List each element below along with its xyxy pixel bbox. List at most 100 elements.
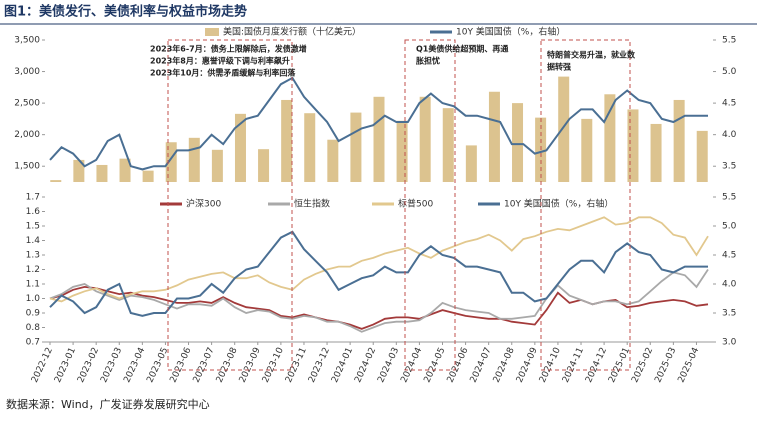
legend-label: 标普500 [398, 198, 433, 210]
bar [211, 149, 223, 182]
bar [396, 120, 408, 182]
y2-tick-label: 4.5 [722, 251, 736, 261]
y-tick-label: 0.7 [26, 338, 40, 348]
x-tick-label: 2025-01 [607, 346, 632, 384]
x-tick-label: 2023-06 [169, 346, 194, 385]
annotation: 特朗普交易升温，就业数 [547, 50, 636, 60]
bar [512, 103, 524, 182]
bar [673, 99, 685, 182]
bar [419, 96, 431, 182]
x-tick-label: 2023-10 [261, 346, 286, 385]
y-tick-label: 1.4 [26, 236, 41, 246]
bar [650, 123, 662, 182]
legend-label: 10Y 美国国债（%，右轴） [504, 198, 613, 210]
legend-label: 10Y 美国国债（%，右轴） [456, 26, 565, 38]
line [49, 216, 709, 303]
x-tick-label: 2024-06 [446, 346, 471, 385]
y-tick-label: 1.3 [26, 251, 40, 261]
x-tick-label: 2024-07 [469, 346, 494, 384]
bar [442, 108, 454, 182]
x-tick-label: 2024-12 [584, 346, 609, 384]
y-tick-label: 1.1 [26, 280, 40, 290]
bar [465, 145, 477, 182]
y-tick-label: 3,000 [14, 67, 40, 77]
x-tick-label: 2024-01 [330, 346, 355, 384]
y-tick-label: 1,500 [14, 162, 40, 172]
legend-label: 恒生指数 [294, 198, 330, 210]
y2-tick-label: 4.0 [722, 130, 737, 140]
line [49, 269, 709, 333]
y-tick-label: 1.7 [26, 193, 40, 203]
line [49, 230, 708, 317]
x-tick-label: 2024-05 [423, 346, 448, 384]
bar [581, 118, 593, 182]
x-tick-label: 2024-09 [515, 346, 540, 385]
bar [234, 113, 246, 182]
x-tick-label: 2024-03 [376, 346, 401, 384]
y2-tick-label: 5.5 [722, 193, 736, 203]
y-tick-label: 1.5 [26, 222, 40, 232]
highlight-box [404, 39, 456, 371]
x-tick-label: 2024-08 [492, 346, 517, 385]
y-tick-label: 1.2 [26, 265, 40, 275]
annotation: 2023年6-7月：债务上限解除后，发债激增 [150, 44, 307, 54]
line [49, 285, 709, 330]
y-tick-label: 2,000 [14, 130, 40, 140]
bar [50, 180, 62, 182]
x-tick-label: 2023-02 [76, 346, 101, 384]
y2-tick-label: 4.0 [722, 280, 737, 290]
legend-label: 美国:国债月度发行额（十亿美元） [223, 26, 361, 38]
y2-tick-label: 3.5 [722, 309, 736, 319]
annotation: 据转强 [547, 62, 571, 72]
x-tick-label: 2024-04 [399, 346, 424, 385]
y2-tick-label: 3.5 [722, 162, 736, 172]
annotation: 胀担忧 [416, 56, 440, 66]
y2-tick-label: 5.0 [722, 222, 737, 232]
x-tick-label: 2022-12 [30, 346, 55, 384]
x-tick-label: 2024-10 [538, 346, 563, 385]
plots: 1,500 2,000 2,500 3,000 3,500 3.5 4.0 4.5 5.0 5.5… [14, 26, 736, 385]
bar [165, 142, 177, 182]
bar [281, 99, 293, 182]
annotation: 2023年8月：惠誉评级下调与利率飙升 [150, 56, 290, 66]
y-tick-label: 1.6 [26, 207, 41, 217]
legend-label: 沪深300 [186, 198, 221, 210]
bar [696, 130, 708, 182]
x-tick-label: 2023-05 [145, 346, 170, 384]
y-tick-label: 0.9 [26, 309, 41, 319]
page-title: 图1：美债发行、美债利率与权益市场走势 [4, 4, 247, 20]
x-tick-label: 2024-11 [561, 346, 586, 384]
bar [327, 139, 339, 182]
x-tick-label: 2025-03 [653, 346, 678, 384]
y2-tick-label: 4.5 [722, 99, 736, 109]
x-tick-label: 2023-09 [238, 346, 263, 385]
bar [119, 158, 131, 182]
x-tick-label: 2023-03 [99, 346, 124, 384]
x-tick-label: 2023-07 [192, 346, 217, 384]
bar [258, 149, 270, 182]
legend-swatch [205, 28, 219, 36]
line [49, 76, 708, 171]
bar [488, 91, 500, 182]
y2-tick-label: 5.0 [722, 67, 737, 77]
x-tick-label: 2023-04 [122, 346, 147, 385]
bar [188, 137, 200, 182]
y-tick-label: 3,500 [14, 36, 40, 46]
y-tick-label: 2,500 [14, 99, 40, 109]
bar [304, 113, 316, 182]
x-tick-label: 2023-12 [307, 346, 332, 384]
bar [558, 76, 570, 182]
bar [604, 94, 616, 182]
y-tick-label: 1.0 [26, 294, 41, 304]
x-tick-label: 2024-02 [353, 346, 378, 384]
bar [373, 96, 385, 182]
x-tick-label: 2025-02 [630, 346, 655, 384]
highlight-box [167, 39, 293, 371]
x-tick-label: 2025-04 [676, 346, 701, 385]
x-tick-label: 2023-01 [53, 346, 78, 384]
y2-tick-label: 5.5 [722, 36, 736, 46]
bar [96, 164, 108, 182]
y-tick-label: 0.8 [26, 323, 41, 333]
bar [350, 112, 362, 182]
